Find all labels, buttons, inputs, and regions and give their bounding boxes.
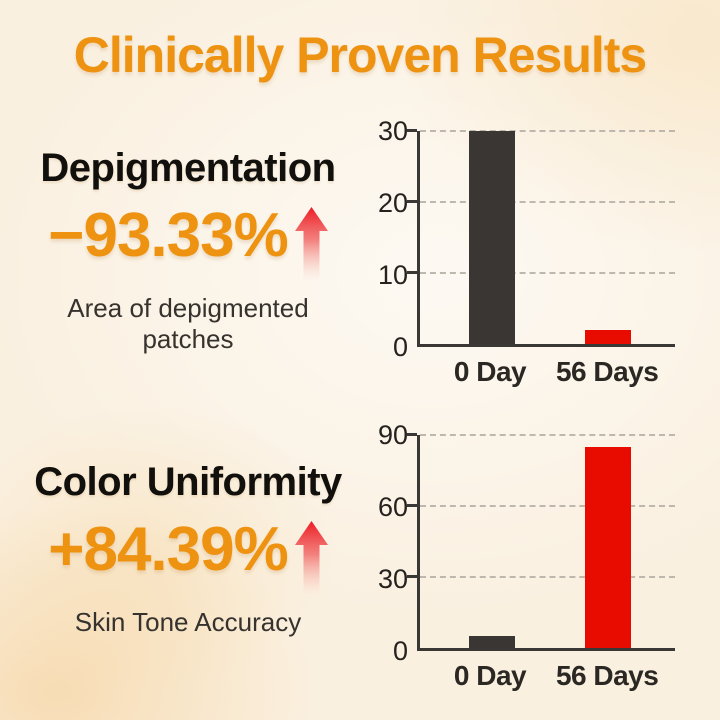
section-heading-depigmentation: Depigmentation bbox=[40, 146, 336, 190]
y-axis-tick-label: 0 bbox=[392, 332, 408, 362]
x-axis-tick-label: 0 Day bbox=[453, 660, 527, 691]
y-axis-tick bbox=[407, 433, 417, 436]
gridline bbox=[420, 130, 675, 132]
bar-0-day bbox=[469, 636, 516, 648]
y-axis-tick bbox=[407, 271, 417, 275]
y-axis-tick bbox=[407, 575, 417, 579]
plot-area bbox=[407, 129, 675, 347]
x-axis-tick-label: 56 Days bbox=[555, 660, 659, 691]
x-axis: 0 Day 56 Days bbox=[417, 356, 675, 396]
section-heading-color-uniformity: Color Uniformity bbox=[34, 460, 342, 504]
metric-line-depigmentation: −93.33% bbox=[4, 205, 372, 281]
x-axis-tick-label: 0 Day bbox=[453, 356, 527, 387]
section-color-uniformity: Color Uniformity +84.39% Skin Tone Accur… bbox=[4, 460, 372, 638]
page-title: Clinically Proven Results bbox=[73, 27, 647, 83]
gridline bbox=[420, 434, 675, 436]
up-arrow-icon bbox=[294, 207, 328, 281]
gridline bbox=[420, 201, 675, 204]
up-arrow-icon bbox=[294, 521, 328, 595]
bar-chart-depigmentation: 0 10 20 30 0 Day 56 Days bbox=[377, 117, 697, 407]
x-axis: 0 Day 56 Days bbox=[417, 660, 675, 700]
y-axis-tick-label: 60 bbox=[377, 492, 408, 523]
y-axis: 0 10 20 30 bbox=[377, 117, 408, 361]
gridline bbox=[420, 505, 675, 508]
bar-56-days bbox=[584, 329, 631, 344]
x-axis-tick-label: 56 Days bbox=[555, 356, 659, 387]
metric-value-depigmentation: −93.33% bbox=[48, 201, 288, 270]
section-depigmentation: Depigmentation −93.33% Area of depigment… bbox=[4, 146, 372, 355]
y-axis-tick-label: 90 bbox=[377, 420, 408, 450]
y-axis-tick-label: 30 bbox=[377, 564, 408, 595]
metric-caption-depigmentation: Area of depigmented patches bbox=[67, 293, 309, 355]
metric-caption-color-uniformity: Skin Tone Accuracy bbox=[74, 607, 302, 637]
gridline bbox=[420, 576, 675, 579]
y-axis-tick-label: 0 bbox=[392, 636, 408, 666]
y-axis-tick bbox=[407, 129, 417, 132]
bar-chart-color-uniformity: 0 30 60 90 0 Day 56 Days bbox=[377, 421, 697, 711]
y-axis-tick-label: 30 bbox=[377, 116, 408, 146]
bar-56-days bbox=[584, 446, 631, 648]
gridline bbox=[420, 272, 675, 275]
metric-line-color-uniformity: +84.39% bbox=[4, 519, 372, 595]
bar-0-day bbox=[469, 131, 516, 344]
y-axis-tick bbox=[407, 504, 417, 508]
y-axis-tick-label: 10 bbox=[377, 260, 408, 291]
metric-value-color-uniformity: +84.39% bbox=[48, 515, 288, 584]
y-axis-tick bbox=[407, 200, 417, 204]
y-axis: 0 30 60 90 bbox=[377, 421, 408, 665]
y-axis-tick-label: 20 bbox=[377, 188, 408, 219]
plot-area bbox=[407, 433, 675, 651]
